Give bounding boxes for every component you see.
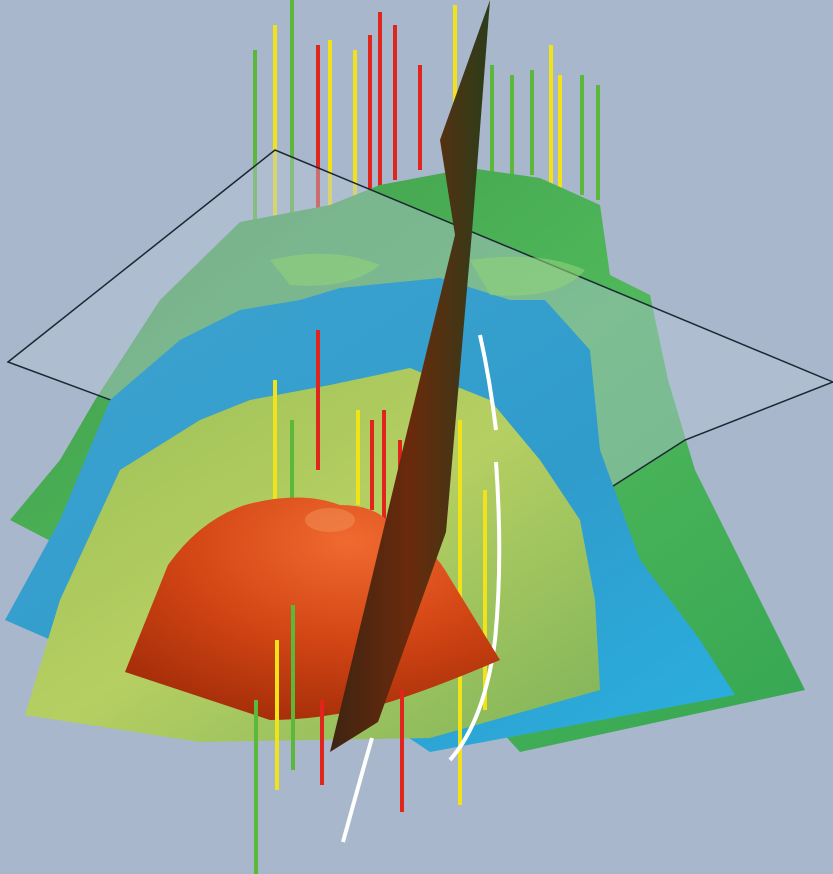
well	[478, 334, 498, 431]
wells-front	[254, 605, 404, 874]
dome-highlight	[305, 508, 355, 532]
highlight-patch	[470, 256, 585, 296]
well	[448, 461, 502, 762]
fault-plane	[330, 0, 490, 752]
well	[341, 737, 374, 843]
highlight-patch	[270, 253, 380, 286]
